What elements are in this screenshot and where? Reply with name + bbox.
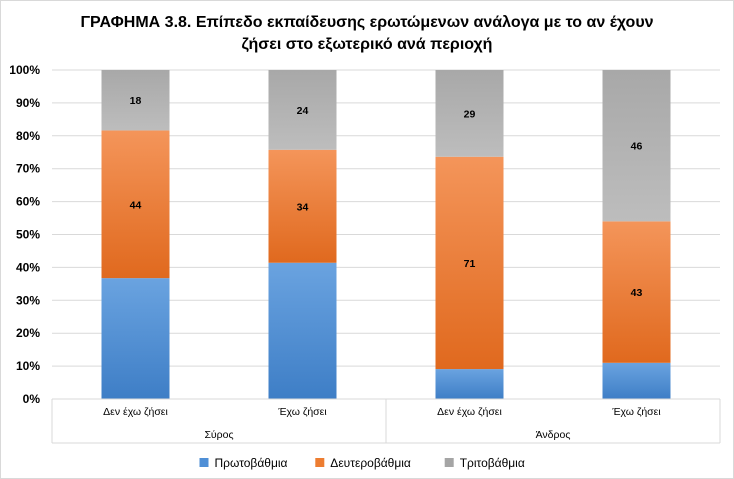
y-tick-label: 30% (16, 293, 40, 307)
x-category-label: Δεν έχω ζήσει (103, 406, 168, 418)
y-tick-label: 100% (9, 63, 40, 77)
data-label: 29 (464, 108, 476, 120)
bar-segment (602, 362, 671, 399)
legend-swatch (315, 458, 325, 467)
y-tick-label: 10% (16, 359, 40, 373)
bar-segment (101, 278, 170, 399)
bar-segment (602, 70, 671, 222)
bar-segment (435, 369, 504, 399)
bar-segment (101, 70, 170, 131)
y-tick-label: 40% (16, 260, 40, 274)
data-label: 43 (631, 287, 643, 299)
bar-segment (268, 262, 337, 399)
x-group-label: Άνδρος (536, 429, 571, 441)
data-label: 34 (297, 201, 309, 213)
data-label: 24 (297, 105, 309, 117)
y-tick-label: 80% (16, 129, 40, 143)
data-label: 71 (464, 258, 476, 270)
bar-segment (435, 70, 504, 157)
legend-label: Δευτεροβάθμια (330, 456, 411, 470)
bar-segment (268, 70, 337, 150)
data-label: 18 (130, 95, 142, 107)
legend-label: Πρωτοβάθμια (215, 456, 288, 470)
x-category-label: Δεν έχω ζήσει (437, 406, 502, 418)
y-tick-label: 50% (16, 228, 40, 242)
bar-segment (435, 156, 504, 370)
y-tick-label: 60% (16, 195, 40, 209)
bar-segment (268, 149, 337, 263)
bar-segment (602, 221, 671, 363)
y-tick-label: 0% (23, 392, 41, 406)
y-tick-label: 20% (16, 326, 40, 340)
x-category-label: Έχω ζήσει (277, 406, 327, 418)
data-label: 46 (631, 141, 643, 153)
legend-label: Τριτοβάθμια (460, 456, 525, 470)
x-group-label: Σύρος (204, 429, 233, 441)
y-tick-label: 70% (16, 162, 40, 176)
legend-swatch (444, 458, 454, 467)
chart-title-line-2: ζήσει στο εξωτερικό ανά περιοχή (241, 36, 493, 53)
chart-title-line-1: ΓΡΑΦΗΜΑ 3.8. Επίπεδο εκπαίδευσης ερωτώμε… (80, 14, 654, 31)
y-tick-label: 90% (16, 96, 40, 110)
data-label: 44 (130, 199, 142, 211)
bar-segment (101, 130, 170, 279)
x-category-label: Έχω ζήσει (611, 406, 661, 418)
legend-swatch (199, 458, 209, 467)
